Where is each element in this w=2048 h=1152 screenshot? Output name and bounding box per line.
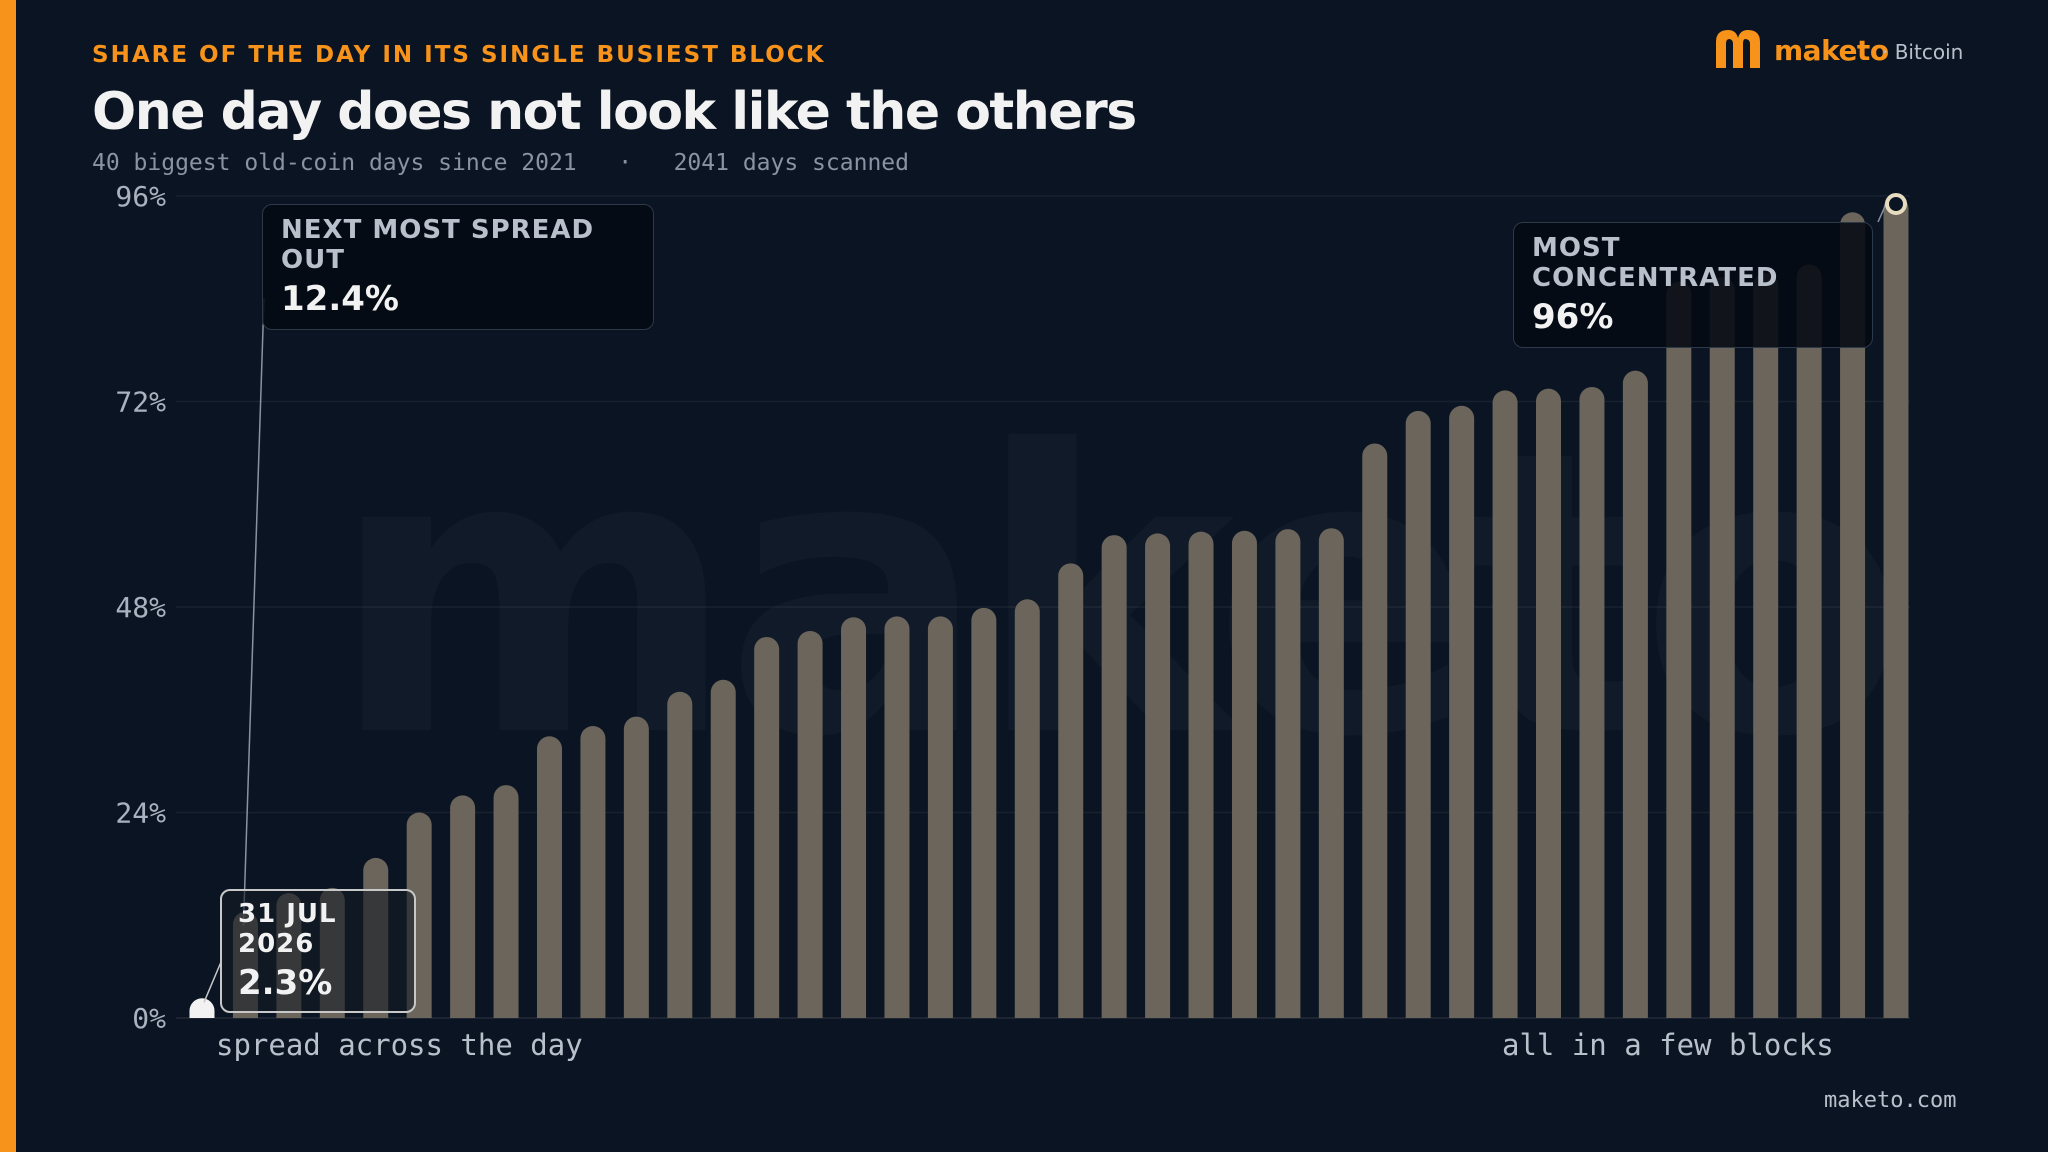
brand-sub: · Bitcoin (1882, 40, 1964, 64)
bar (1362, 443, 1388, 1019)
bar (754, 636, 780, 1018)
leader-max (1877, 203, 1887, 223)
max-marker (1885, 193, 1907, 215)
bar (1579, 386, 1605, 1019)
bar (1709, 277, 1735, 1018)
chart-kicker: SHARE OF THE DAY IN ITS SINGLE BUSIEST B… (92, 42, 826, 68)
chart-subtitle: 40 biggest old-coin days since 2021 · 20… (92, 150, 909, 176)
callout-highlight-label: 31 JUL 2026 (238, 899, 337, 959)
leader-highlight (203, 961, 222, 1003)
bar (1188, 531, 1214, 1018)
x-note-right: all in a few blocks (1502, 1028, 1834, 1062)
bar (1145, 533, 1171, 1018)
y-tick-label: 48% (115, 591, 166, 624)
bar (1058, 563, 1084, 1018)
leader-next (242, 297, 265, 926)
chart-title: One day does not look like the others (92, 82, 1137, 142)
bar (536, 736, 562, 1018)
bar (1666, 281, 1692, 1018)
bar (1405, 410, 1431, 1018)
bar (1883, 196, 1909, 1018)
y-tick-label: 24% (115, 797, 166, 830)
bar (884, 616, 910, 1018)
bar (1231, 530, 1257, 1018)
bar (797, 630, 823, 1018)
bar (1622, 370, 1648, 1019)
callout-next-most-spread: NEXT MOST SPREAD OUT 12.4% (262, 204, 654, 330)
bar (1840, 212, 1866, 1019)
bar (1014, 599, 1040, 1018)
callout-next-value: 12.4% (281, 279, 399, 319)
bar (580, 726, 606, 1018)
bar (971, 607, 997, 1018)
bar (667, 691, 693, 1018)
bar (1753, 273, 1779, 1018)
callout-max-value: 96% (1532, 297, 1614, 337)
x-note-left: spread across the day (216, 1028, 583, 1062)
accent-bar (0, 0, 16, 1152)
bar (1536, 388, 1562, 1018)
y-tick-label: 96% (115, 180, 166, 213)
bar (493, 785, 519, 1018)
footer-url: maketo.com (1824, 1088, 1957, 1113)
callout-max-label: MOST CONCENTRATED (1532, 233, 1779, 293)
y-tick-label: 0% (132, 1002, 166, 1035)
callout-next-label: NEXT MOST SPREAD OUT (281, 215, 595, 275)
bar (841, 617, 867, 1018)
bar (1492, 390, 1518, 1018)
callout-highlight-day: 31 JUL 2026 2.3% (220, 889, 416, 1013)
callout-highlight-value: 2.3% (238, 963, 333, 1003)
bar (1101, 535, 1127, 1018)
bar (1318, 528, 1344, 1018)
bar-highlight (189, 998, 215, 1018)
bar (623, 716, 649, 1018)
y-tick-label: 72% (115, 386, 166, 419)
bar (710, 679, 736, 1018)
bar (1275, 529, 1301, 1018)
bar (927, 616, 953, 1018)
bar (1796, 264, 1822, 1018)
bar (1449, 405, 1475, 1018)
callout-most-concentrated: MOST CONCENTRATED 96% (1513, 222, 1873, 348)
maketo-logo-icon (1716, 30, 1760, 68)
brand-name: maketo (1774, 34, 1889, 67)
bar (450, 795, 476, 1018)
